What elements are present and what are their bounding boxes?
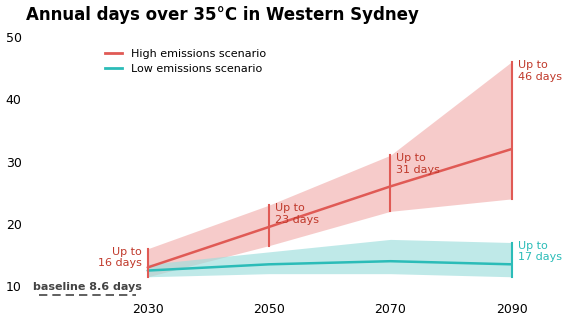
Text: Up to
46 days: Up to 46 days [517,60,562,81]
Text: baseline 8.6 days: baseline 8.6 days [33,282,142,292]
Text: Up to
17 days: Up to 17 days [517,241,562,262]
Text: Up to
31 days: Up to 31 days [397,153,440,175]
Text: Annual days over 35°C in Western Sydney: Annual days over 35°C in Western Sydney [26,5,419,24]
Text: Up to
16 days: Up to 16 days [98,247,142,269]
Text: Up to
23 days: Up to 23 days [275,203,319,225]
Legend: High emissions scenario, Low emissions scenario: High emissions scenario, Low emissions s… [101,44,270,79]
